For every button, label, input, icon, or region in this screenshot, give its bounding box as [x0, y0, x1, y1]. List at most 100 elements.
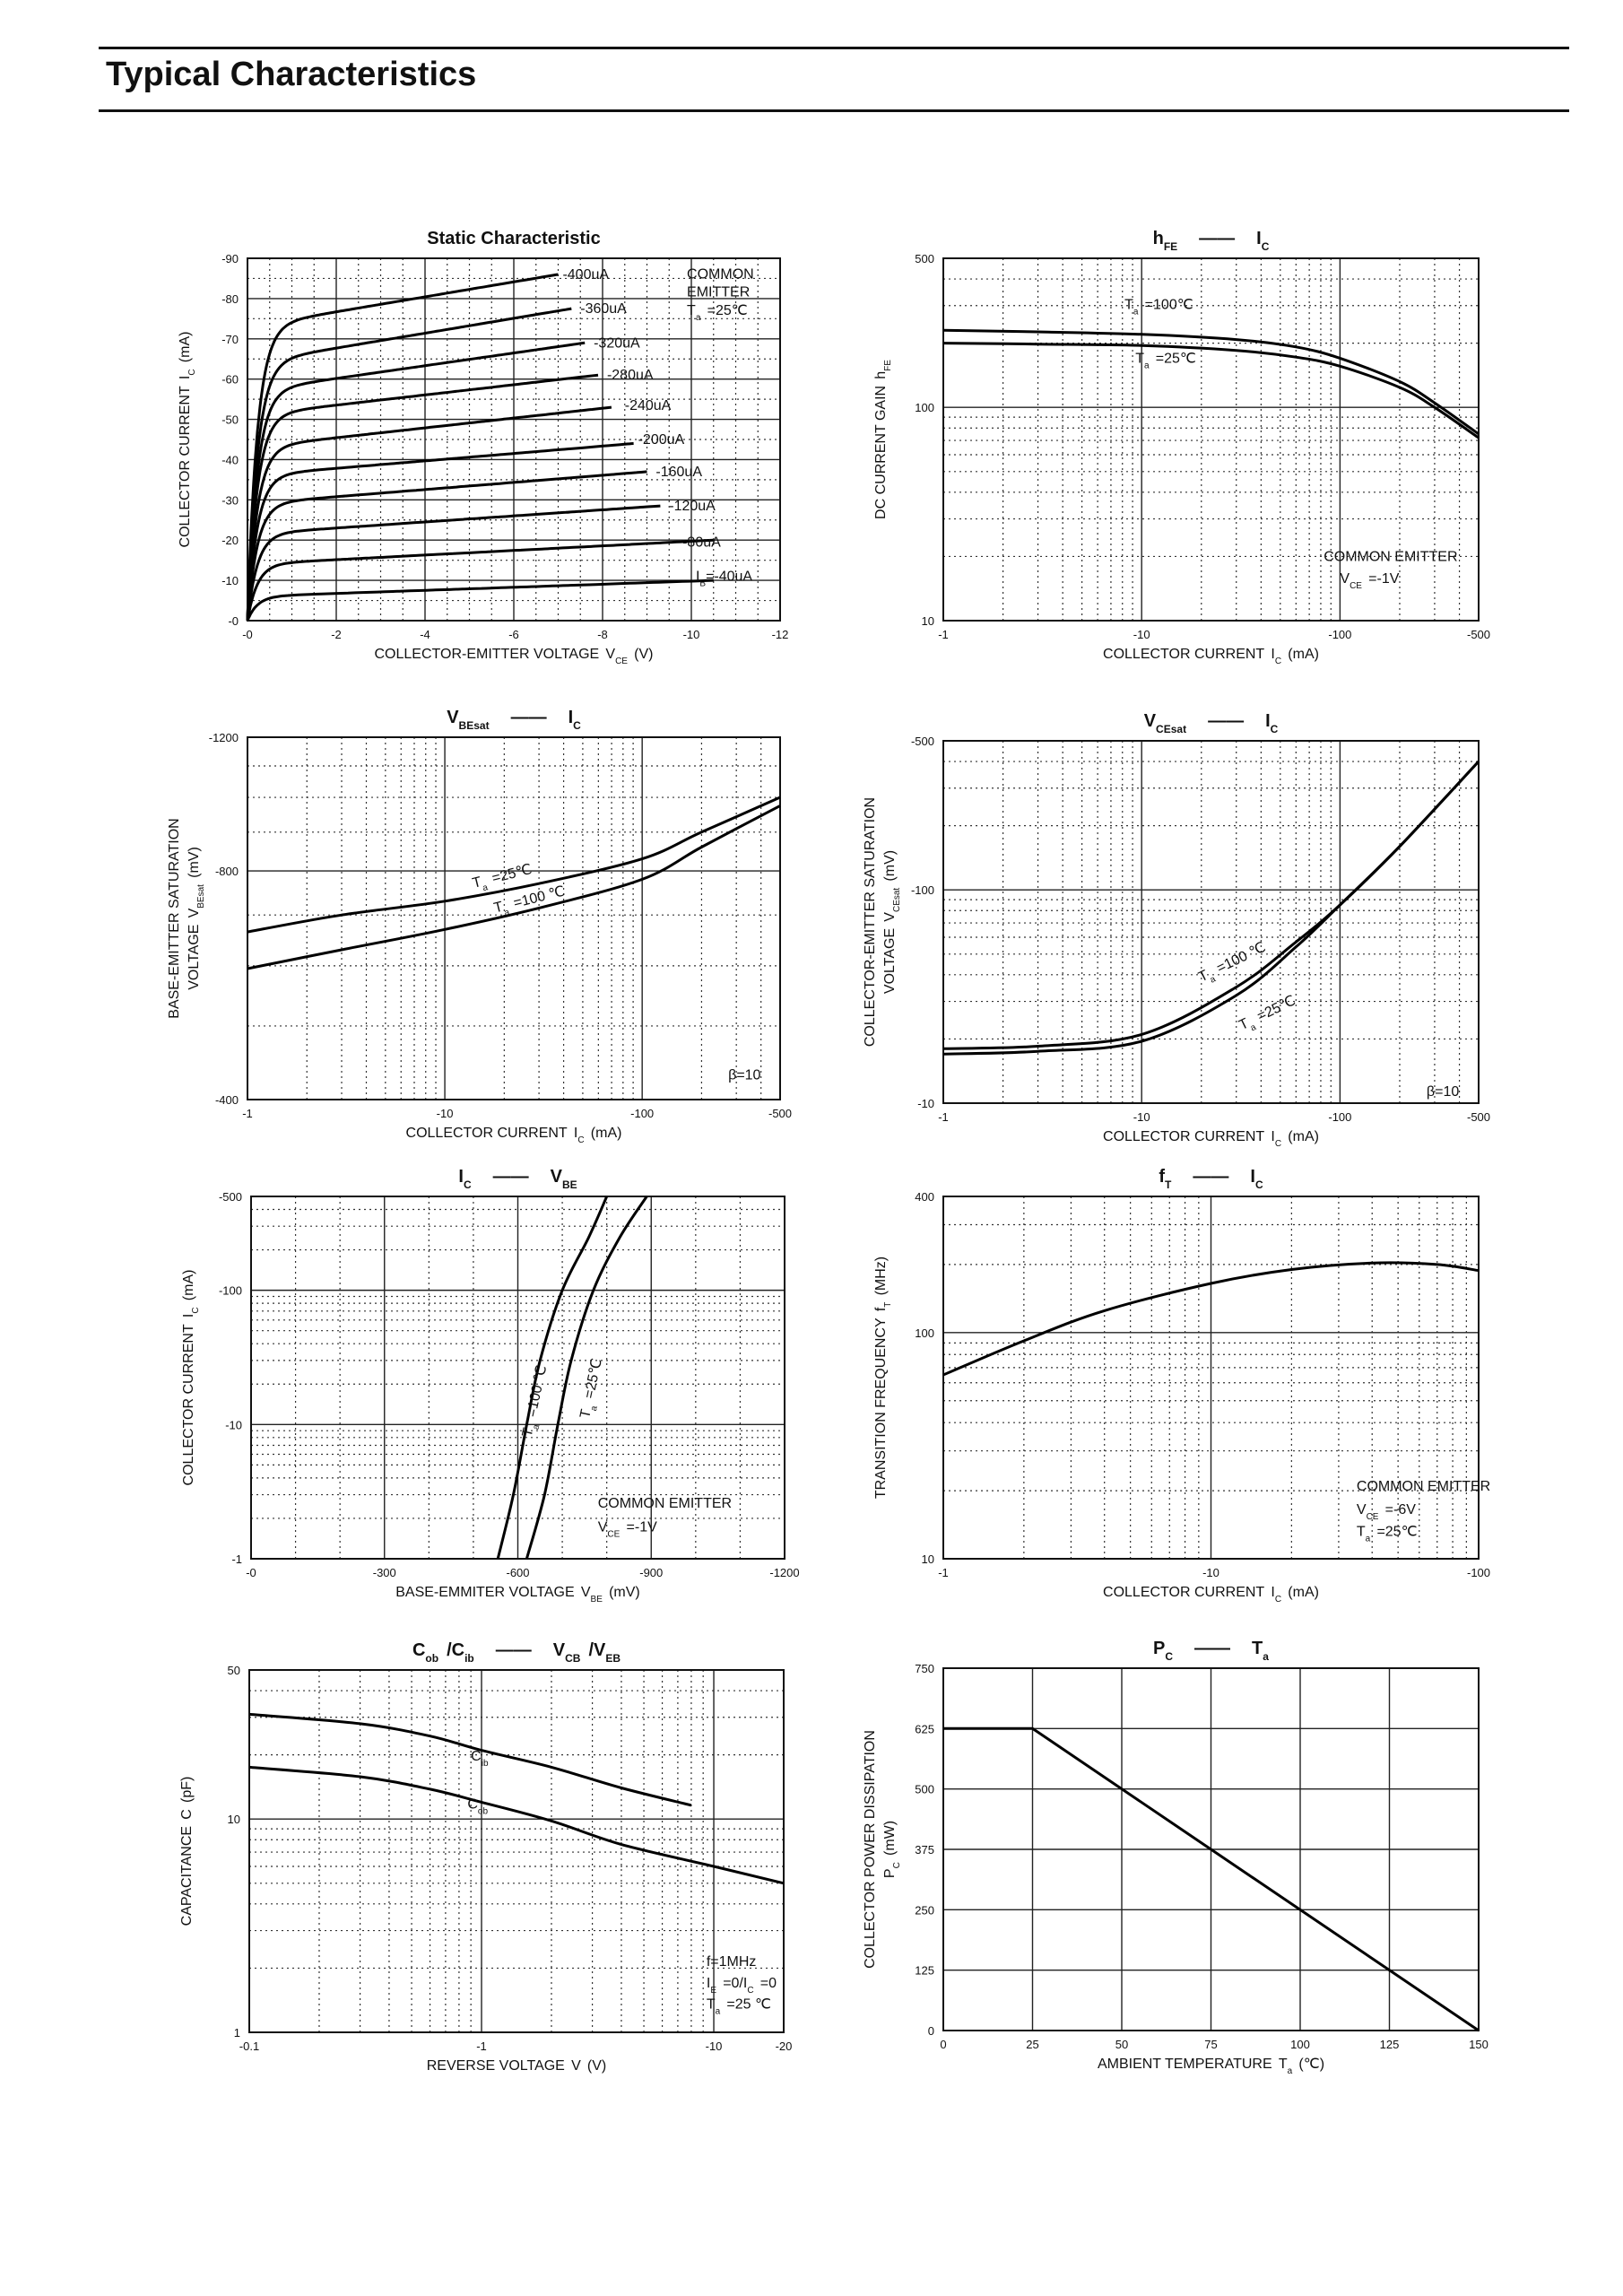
vbesat-y-axis-label-line2: VOLTAGEVBEsat(mV)	[187, 847, 206, 990]
vbesat-annotation: β=10	[728, 1068, 760, 1083]
cap-series-cob	[248, 1765, 785, 1885]
pc_ta-y-axis-label-line2: PC(mW)	[882, 1821, 902, 1878]
pc_ta-y-axis-label: COLLECTOR POWER DISSIPATION	[863, 1730, 878, 1969]
hfe-y-tick-label: 10	[922, 614, 934, 628]
vcesat-y-tick-label: -100	[911, 883, 934, 897]
page-title: Typical Characteristics	[106, 56, 477, 93]
ic_vbe-plot-frame	[250, 1196, 785, 1560]
static-series-280ua	[246, 373, 599, 622]
cap-y-tick-label: 50	[228, 1664, 240, 1677]
static-y-tick-label: -40	[221, 453, 239, 466]
vbesat-x-tick-label: -100	[630, 1107, 654, 1120]
vcesat-y-tick-label: -500	[911, 735, 934, 748]
ft-x-tick-label: -10	[1202, 1566, 1219, 1579]
cap-annotation: IE =0/IC =0	[707, 1976, 777, 1996]
static-plot-frame	[247, 257, 781, 622]
cap-y-tick-label: 1	[234, 2026, 240, 2039]
ft-x-tick-label: -100	[1467, 1566, 1490, 1579]
cap-x-tick-label: -20	[776, 2039, 793, 2053]
vcesat-x-tick-label: -10	[1133, 1110, 1150, 1124]
pc_ta-y-tick-label: 500	[915, 1783, 934, 1796]
hfe-y-axis-label: DC CURRENT GAINhFE	[873, 360, 893, 519]
static-series-label-320ua: -320uA	[594, 335, 640, 351]
static-x-tick-label: -12	[772, 628, 789, 641]
static-annotation: COMMON	[687, 266, 754, 282]
ic_vbe-series-ta-100	[496, 1196, 609, 1560]
hfe-plot-frame	[942, 257, 1480, 622]
cap-annotation: Ta =25 ℃	[707, 1997, 771, 2017]
static-series-label-200ua: -200uA	[638, 432, 685, 448]
static-y-tick-label: -50	[221, 413, 239, 427]
static-x-tick-label: -10	[683, 628, 700, 641]
pc_ta-x-tick-label: 0	[940, 2038, 946, 2051]
hfe-y-tick-label: 500	[915, 252, 934, 265]
pc_ta-x-tick-label: 25	[1026, 2038, 1038, 2051]
ic_vbe-x-tick-label: -0	[246, 1566, 256, 1579]
ft-y-tick-label: 400	[915, 1190, 934, 1204]
hfe-x-tick-label: -1	[938, 628, 949, 641]
vcesat-x-tick-label: -1	[938, 1110, 949, 1124]
static-y-axis-label: COLLECTOR CURRENTIC(mA)	[178, 332, 197, 548]
static-series-label-240ua: -240uA	[625, 398, 672, 413]
pc_ta-y-tick-label: 250	[915, 1903, 934, 1917]
hfe-chart-title: hFE —— IC	[1153, 229, 1270, 253]
static-y-tick-label: -10	[221, 574, 239, 587]
ic_vbe-x-tick-label: -300	[373, 1566, 396, 1579]
pc_ta-y-tick-label: 750	[915, 1662, 934, 1675]
vcesat-y-axis-label-line2: VOLTAGEVCEsat(mV)	[882, 850, 902, 994]
ft-x-tick-label: -1	[938, 1566, 949, 1579]
vbesat-y-tick-label: -1200	[209, 731, 239, 744]
static-series-240ua	[246, 405, 612, 622]
vbesat-y-axis-label: BASE-EMITTER SATURATION	[167, 818, 182, 1018]
static-chart-title: Static Characteristic	[427, 229, 600, 248]
static-annotation: EMITTER	[687, 285, 750, 300]
hfe-series-ta-25	[942, 342, 1480, 439]
vcesat-x-axis-label: COLLECTOR CURRENT IC (mA)	[1103, 1129, 1319, 1149]
ic_vbe-x-axis-label: BASE-EMMITER VOLTAGE VBE (mV)	[395, 1585, 640, 1605]
ft-annotation: COMMON EMITTER	[1357, 1479, 1490, 1494]
static-series-label-80ua: -80uA	[682, 535, 721, 550]
vcesat-series-ta-25	[942, 760, 1480, 1056]
pc_ta-x-tick-label: 100	[1290, 2038, 1310, 2051]
pc_ta-x-tick-label: 150	[1469, 2038, 1488, 2051]
ic_vbe-y-tick-label: -500	[219, 1190, 242, 1204]
static-series-320ua	[246, 341, 586, 622]
pc_ta-y-tick-label: 375	[915, 1843, 934, 1857]
static-series-360ua	[246, 307, 572, 622]
vbesat-x-tick-label: -500	[768, 1107, 792, 1120]
cap-annotation: f=1MHz	[707, 1954, 757, 1970]
hfe-y-tick-label: 100	[915, 401, 934, 414]
vcesat-x-tick-label: -500	[1467, 1110, 1490, 1124]
static-x-tick-label: -6	[508, 628, 519, 641]
pc_ta-y-tick-label: 0	[928, 2024, 934, 2038]
static-y-tick-label: -0	[228, 614, 239, 628]
static-x-tick-label: -8	[597, 628, 608, 641]
vcesat-plot-frame	[942, 740, 1480, 1104]
ic_vbe-y-tick-label: -1	[231, 1552, 242, 1566]
static-series-label-160ua: -160uA	[655, 465, 702, 480]
pc_ta-y-tick-label: 625	[915, 1722, 934, 1735]
static-series-label-360ua: -360uA	[580, 301, 627, 317]
vbesat-x-tick-label: -10	[437, 1107, 454, 1120]
ic_vbe-y-tick-label: -100	[219, 1284, 242, 1298]
static-series-120ua	[246, 504, 661, 622]
ft-annotation: Ta =25℃	[1357, 1525, 1418, 1544]
static-x-axis-label: COLLECTOR-EMITTER VOLTAGE VCE (V)	[374, 647, 653, 666]
vbesat-chart-title: VBEsat —— IC	[447, 708, 581, 732]
pc_ta-series-pc	[943, 1726, 1480, 2032]
ft-plot-frame	[942, 1196, 1480, 1560]
vcesat-y-tick-label: -10	[917, 1097, 934, 1110]
static-series-160ua	[246, 470, 647, 622]
ic_vbe-x-tick-label: -1200	[769, 1566, 799, 1579]
static-series-label-120ua: -120uA	[669, 499, 716, 514]
ic_vbe-chart-title: IC —— VBE	[458, 1167, 577, 1191]
hfe-x-axis-label: COLLECTOR CURRENT IC (mA)	[1103, 647, 1319, 666]
static-series-200ua	[246, 442, 634, 622]
pc_ta-y-tick-label: 125	[915, 1964, 934, 1978]
hfe-series-ta-100	[942, 328, 1480, 436]
pc_ta-x-axis-label: AMBIENT TEMPERATURE Ta (℃)	[1098, 2057, 1324, 2076]
